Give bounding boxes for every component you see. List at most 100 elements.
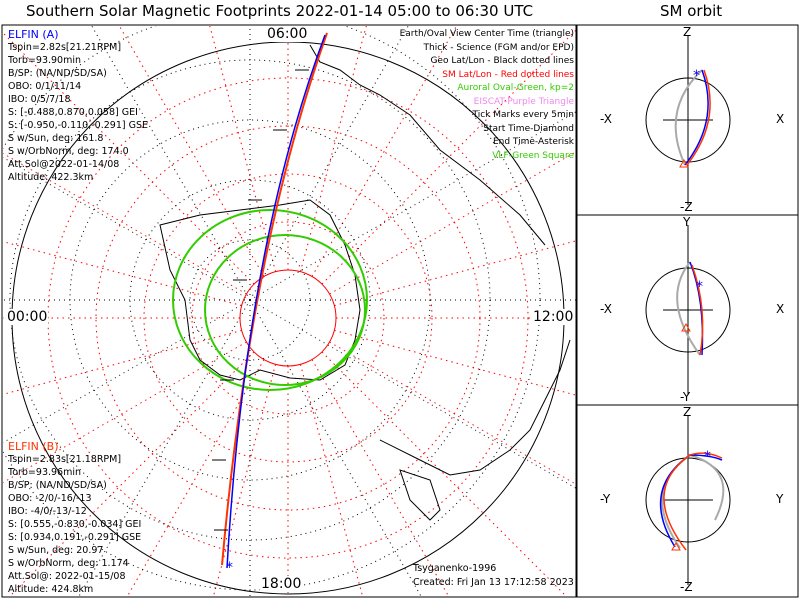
- sm-lon-line: [213, 364, 277, 596]
- geo-lon-line: [249, 299, 422, 596]
- elfin-a-info-line: Tspin=2.82s[21.21RPM]: [8, 42, 122, 53]
- elfin-b-info-line: S w/Sun, deg: 20.97: [8, 545, 104, 556]
- elfin-a-info-line: B/SP: (NA/ND/SD/SA): [8, 68, 107, 79]
- legend-entry: Start Time-Diamond: [483, 123, 574, 134]
- sm-lon-line: [3, 329, 242, 395]
- orbit-path-elfin-b: [686, 69, 711, 166]
- legend-entry: Geo Lat/Lon - Black dotted lines: [430, 56, 574, 66]
- coastline-madagascar: [399, 469, 441, 521]
- legend-entry: Auroral Oval-Green, kp=2: [457, 83, 574, 93]
- elfin-a-info: ELFIN (A) Tspin=2.82s[21.21RPM] Torb=93.9…: [8, 28, 148, 184]
- sm-lat-circle: [191, 221, 385, 415]
- auroral-oval: [172, 209, 368, 391]
- hour-label-bottom: 18:00: [260, 576, 303, 592]
- orbit-path-elfin-a: [689, 261, 704, 356]
- orbit-panel: *: [645, 35, 731, 205]
- hour-label-left: 00:00: [6, 309, 49, 325]
- legend-entry: VLF-Green Square: [492, 150, 574, 161]
- hour-label-right: 12:00: [532, 309, 575, 325]
- elfin-b-info-line: S: [0.934,0.191,-0.291] GSE: [8, 532, 142, 543]
- orbit-path-gray: [661, 453, 725, 549]
- legend: Earth/Oval View Center Time (triangle) Th…: [400, 28, 574, 163]
- orbit-axis-label-right: X: [776, 112, 785, 126]
- auroral-oval-inner: [204, 234, 366, 386]
- geo-lon-line: [249, 26, 409, 301]
- track-elfin-b: [221, 32, 328, 566]
- elfin-b-name: ELFIN (B): [8, 440, 59, 453]
- elfin-a-info-line: OBO: 0/1/11/14: [8, 81, 82, 92]
- end-asterisk: *: [226, 560, 233, 576]
- sm-lon-line: [299, 26, 367, 272]
- sm-lon-line: [329, 151, 576, 295]
- orbit-path-gray: [674, 69, 703, 166]
- sm-lon-line: [127, 359, 265, 596]
- legend-entry: SM Lat/Lon - Red dotted lines: [442, 69, 574, 80]
- elfin-a-info-line: S w/Sun, deg: 161.8: [8, 133, 104, 144]
- legend-entry: Earth/Oval View Center Time (triangle): [399, 29, 574, 39]
- elfin-a-name: ELFIN (A): [8, 28, 59, 41]
- legend-entry: Tick Marks every 5min: [472, 110, 574, 120]
- coastline-south-america: [309, 44, 546, 246]
- elfin-a-info-line: Altitude: 422.3km: [8, 172, 94, 183]
- orbit-path-elfin-a: [684, 69, 709, 166]
- orbit-axis-label-top: Z: [683, 25, 692, 39]
- coastline-africa: [379, 339, 571, 476]
- orbit-axis-label-top: Y: [683, 215, 691, 229]
- elfin-b-info-line: S: [0.555,-0.830,-0.034] GEI: [8, 519, 142, 530]
- orbit-axis-label-right: X: [776, 302, 785, 316]
- start-asterisk: *: [704, 449, 711, 465]
- orbit-axis-label-bottom: -Z: [680, 580, 693, 594]
- created-label: Created: Fri Jan 13 17:12:58 2023: [413, 577, 574, 588]
- sm-lon-line: [311, 359, 449, 596]
- orbit-path-elfin-b: [691, 264, 704, 356]
- map-frame: [1, 24, 577, 598]
- page-title: Southern Solar Magnetic Footprints 2022-…: [26, 2, 534, 20]
- hour-label-top: 06:00: [266, 26, 309, 42]
- orbit-frame: [576, 24, 799, 598]
- orbit-axis-label-left: -Y: [600, 492, 611, 506]
- orbit-title: SM orbit: [660, 2, 723, 20]
- elfin-a-info-line: S w/OrbNorm, deg: 174.0: [8, 146, 129, 157]
- start-asterisk: *: [693, 68, 700, 84]
- elfin-a-info-line: S: [-0.488,0.870,0.058] GEI: [8, 107, 138, 118]
- elfin-a-info-line: Torb=93.90min: [8, 55, 82, 66]
- end-triangle: [671, 541, 681, 551]
- sm-lon-line: [334, 240, 576, 307]
- orbit-axis-label-left: -X: [600, 112, 612, 126]
- elfin-b-info-line: OBO: -2/0/-16/-13: [8, 493, 92, 504]
- sm-lon-line: [329, 341, 576, 485]
- elfin-a-info-line: S: [-0.950,-0.110,-0.291] GSE: [8, 120, 148, 131]
- orbit-path-elfin-b: [663, 452, 723, 551]
- elfin-b-info: ELFIN (B) Tspin=2.83s[21.18RPM] Torb=93.9…: [8, 440, 141, 596]
- elfin-b-info-line: Tspin=2.83s[21.18RPM]: [8, 454, 122, 465]
- tick-marks: [212, 69, 309, 531]
- orbit-panel: *: [645, 225, 731, 395]
- orbit-axis-label-left: -X: [600, 302, 612, 316]
- sm-lat-circle: [95, 125, 481, 511]
- elfin-b-info-line: Torb=93.96min: [8, 467, 82, 478]
- orbit-panel: *: [645, 415, 731, 585]
- elfin-b-info-line: IBO: -4/0/-13/-12: [8, 506, 87, 517]
- sm-lon-line: [321, 351, 567, 596]
- sm-lat-circle: [143, 173, 433, 463]
- coastlines: [159, 44, 571, 521]
- elfin-b-info-line: B/SP: (NA/ND/SD/SA): [8, 480, 107, 491]
- auroral-oval-outer: [172, 209, 368, 391]
- orbit-axis-label-top: Z: [683, 405, 692, 419]
- coastline-antarctica: [159, 199, 361, 381]
- end-triangle: [679, 158, 689, 168]
- polar-map: *: [3, 26, 576, 596]
- orbit-path-gray: [676, 261, 701, 356]
- sm-lon-line: [209, 26, 277, 272]
- orbit-axis-label-right: Y: [776, 492, 784, 506]
- elfin-b-info-line: S w/OrbNorm, deg: 1.174: [8, 558, 129, 569]
- elfin-a-info-line: Att.Sol@2022-01-14/08: [8, 159, 120, 170]
- model-label: Tsyganenko-1996: [413, 563, 497, 574]
- legend-entry: EISCAT-Purple Triangle: [473, 96, 574, 107]
- legend-entry: End Time-Asterisk: [492, 137, 574, 147]
- elfin-b-info-line: Altitude: 424.8km: [8, 584, 94, 595]
- legend-entry: Thick - Science (FGM and/or EPD): [423, 42, 574, 53]
- geo-lon-line: [78, 299, 251, 596]
- geo-lon-line: [249, 299, 576, 489]
